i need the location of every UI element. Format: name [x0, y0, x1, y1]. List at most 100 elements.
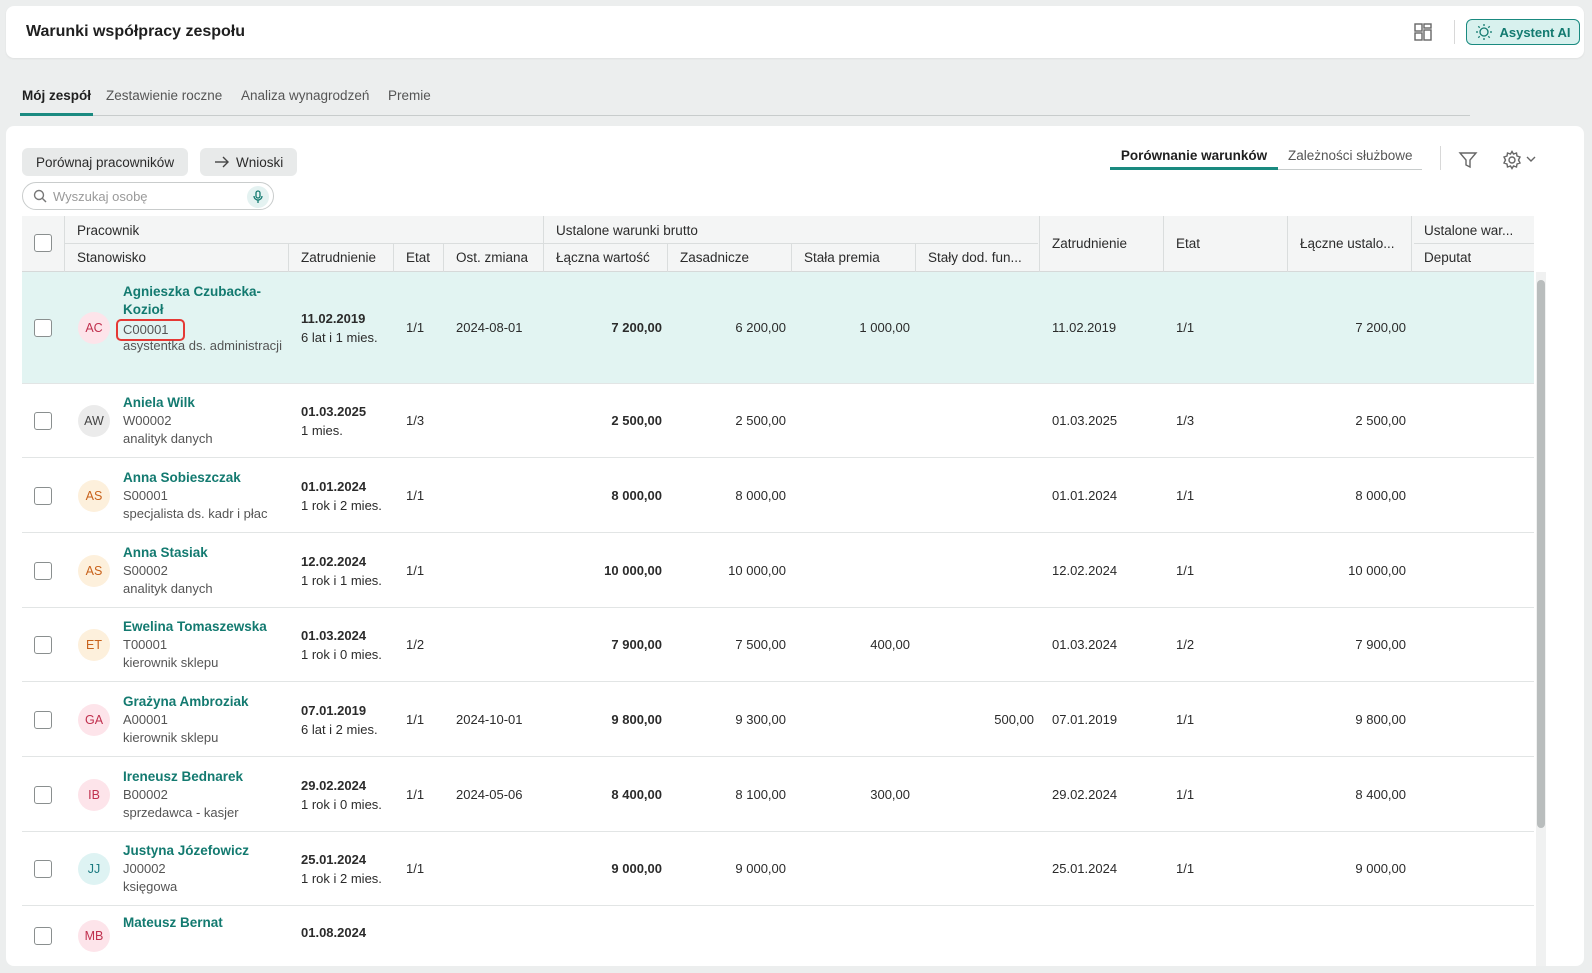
header-employment-2[interactable]: Zatrudnienie [1052, 236, 1128, 251]
total-set: 8 000,00 [1355, 488, 1406, 503]
base-salary: 8 000,00 [735, 488, 786, 503]
fte-2: 1/1 [1176, 488, 1195, 503]
row-checkbox[interactable] [34, 562, 52, 580]
tab-annual-summary[interactable]: Zestawienie roczne [106, 88, 223, 103]
header-base-salary[interactable]: Zasadnicze [680, 250, 750, 265]
header-employment[interactable]: Zatrudnienie [301, 250, 377, 265]
employee-name-link[interactable]: Aniela Wilk [123, 395, 195, 410]
requests-button[interactable]: Wnioski [200, 148, 298, 176]
row-checkbox[interactable] [34, 636, 52, 654]
table-row[interactable]: GA Grażyna Ambroziak A00001 kierownik sklep… [22, 682, 1534, 757]
scrollbar-thumb[interactable] [1537, 280, 1545, 828]
chevron-down-icon[interactable] [1526, 155, 1536, 163]
table-row[interactable]: MB Mateusz Bernat 01.08.2024 [22, 906, 1534, 966]
tenure: 6 lat i 2 mies. [301, 722, 378, 737]
total-set: 7 900,00 [1355, 637, 1406, 652]
tab-bonuses[interactable]: Premie [388, 88, 431, 103]
header-divider [443, 243, 444, 272]
fte: 1/1 [406, 563, 425, 578]
table-row[interactable]: IB Ireneusz Bednarek B00002 sprzedawca - ka… [22, 757, 1534, 832]
filter-icon[interactable] [1458, 150, 1478, 170]
row-checkbox[interactable] [34, 711, 52, 729]
search-input[interactable] [53, 188, 243, 204]
tenure: 1 rok i 2 mies. [301, 871, 382, 886]
tab-salary-analysis[interactable]: Analiza wynagrodzeń [241, 88, 370, 103]
header-fte[interactable]: Etat [406, 250, 431, 265]
hire-date-2: 01.01.2024 [1052, 488, 1118, 503]
ai-button-label: Asystent AI [1499, 24, 1571, 40]
ai-assistant-button[interactable]: Asystent AI [1466, 19, 1580, 45]
row-checkbox[interactable] [34, 860, 52, 878]
tab-reporting-lines[interactable]: Zależności służbowe [1288, 148, 1413, 163]
last-change-date: 2024-08-01 [456, 320, 523, 335]
search-icon [33, 189, 47, 203]
row-checkbox[interactable] [34, 319, 52, 337]
lightbulb-icon [1476, 24, 1493, 40]
employee-name-link[interactable]: Ireneusz Bednarek [123, 769, 244, 784]
employee-name-link[interactable]: Ewelina Tomaszewska [123, 619, 267, 634]
vertical-scrollbar[interactable] [1536, 272, 1546, 966]
table-row[interactable]: ET Ewelina Tomaszewska T00001 kierownik skl… [22, 608, 1534, 682]
arrow-right-icon [215, 156, 229, 168]
tab-compare-terms[interactable]: Porównanie warunków [1110, 148, 1278, 170]
table-row[interactable]: AW Aniela Wilk W00002 analityk danych 01.03.… [22, 384, 1534, 458]
last-change-date: 2024-05-06 [456, 787, 523, 802]
fte: 1/1 [406, 488, 425, 503]
microphone-button[interactable] [247, 186, 269, 208]
header-total-set[interactable]: Łączne ustalo... [1300, 236, 1395, 251]
header-last-change[interactable]: Ost. zmiana [456, 250, 529, 265]
row-checkbox[interactable] [34, 786, 52, 804]
table-row[interactable]: AS Anna Stasiak S00002 analityk danych 12.02… [22, 533, 1534, 608]
total-set: 9 000,00 [1355, 861, 1406, 876]
header-deputat[interactable]: Deputat [1424, 250, 1472, 265]
employee-name-link[interactable]: Justyna Józefowicz [123, 843, 250, 858]
header-fixed-allowance[interactable]: Stały dod. fun... [928, 250, 1022, 265]
fte: 1/2 [406, 637, 425, 652]
header-total-value[interactable]: Łączna wartość [556, 250, 650, 265]
header-fixed-bonus[interactable]: Stała premia [804, 250, 880, 265]
tab-my-team[interactable]: Mój zespół [20, 88, 94, 116]
employee-name-link[interactable]: Mateusz Bernat [123, 915, 223, 930]
employee-name-link[interactable]: Anna Stasiak [123, 545, 208, 560]
fte-2: 1/1 [1176, 787, 1195, 802]
employee-code: C00001 [116, 319, 185, 341]
row-checkbox[interactable] [34, 487, 52, 505]
employee-code: B00002 [123, 787, 168, 802]
table-row[interactable]: AC Agnieszka Czubacka-Kozioł C00001 asysten… [22, 272, 1534, 384]
microphone-icon [253, 190, 263, 203]
total-set: 8 400,00 [1355, 787, 1406, 802]
fte-2: 1/1 [1176, 320, 1195, 335]
view-tabs: Porównanie warunków Zależności służbowe [1110, 146, 1422, 170]
hire-date: 12.02.2024 [301, 554, 367, 569]
header-set-terms[interactable]: Ustalone war... [1424, 223, 1514, 238]
employees-table: Pracownik Stanowisko Zatrudnienie Etat O… [22, 216, 1556, 966]
select-all-checkbox[interactable] [34, 234, 52, 252]
total-set: 7 200,00 [1355, 320, 1406, 335]
fte: 1/1 [406, 787, 425, 802]
gear-icon[interactable] [1502, 150, 1522, 170]
fixed-bonus: 400,00 [870, 637, 910, 652]
employee-name-link[interactable]: Grażyna Ambroziak [123, 694, 249, 709]
employee-name-link[interactable]: Agnieszka Czubacka-Kozioł [123, 284, 262, 317]
employee-position: specjalista ds. kadr i płac [123, 506, 268, 521]
header-employee[interactable]: Pracownik [77, 223, 140, 238]
header-fte-2[interactable]: Etat [1176, 236, 1201, 251]
table-row[interactable]: JJ Justyna Józefowicz J00002 księgowa 25.01.… [22, 832, 1534, 906]
total-set: 10 000,00 [1348, 563, 1406, 578]
table-row[interactable]: AS Anna Sobieszczak S00001 specjalista ds. … [22, 458, 1534, 533]
hire-date-2: 12.02.2024 [1052, 563, 1118, 578]
fte: 1/3 [406, 413, 425, 428]
compare-employees-button[interactable]: Porównaj pracowników [22, 148, 189, 176]
row-checkbox[interactable] [34, 927, 52, 945]
header-gross-terms-group: Ustalone warunki brutto [556, 223, 698, 238]
fte-2: 1/1 [1176, 563, 1195, 578]
employee-name-link[interactable]: Anna Sobieszczak [123, 470, 241, 485]
base-salary: 8 100,00 [735, 787, 786, 802]
header-position[interactable]: Stanowisko [77, 250, 147, 265]
header-divider [64, 243, 1038, 244]
hire-date-2: 07.01.2019 [1052, 712, 1118, 727]
layout-grid-icon[interactable] [1414, 23, 1432, 41]
hire-date: 29.02.2024 [301, 778, 367, 793]
hire-date-2: 29.02.2024 [1052, 787, 1118, 802]
row-checkbox[interactable] [34, 412, 52, 430]
